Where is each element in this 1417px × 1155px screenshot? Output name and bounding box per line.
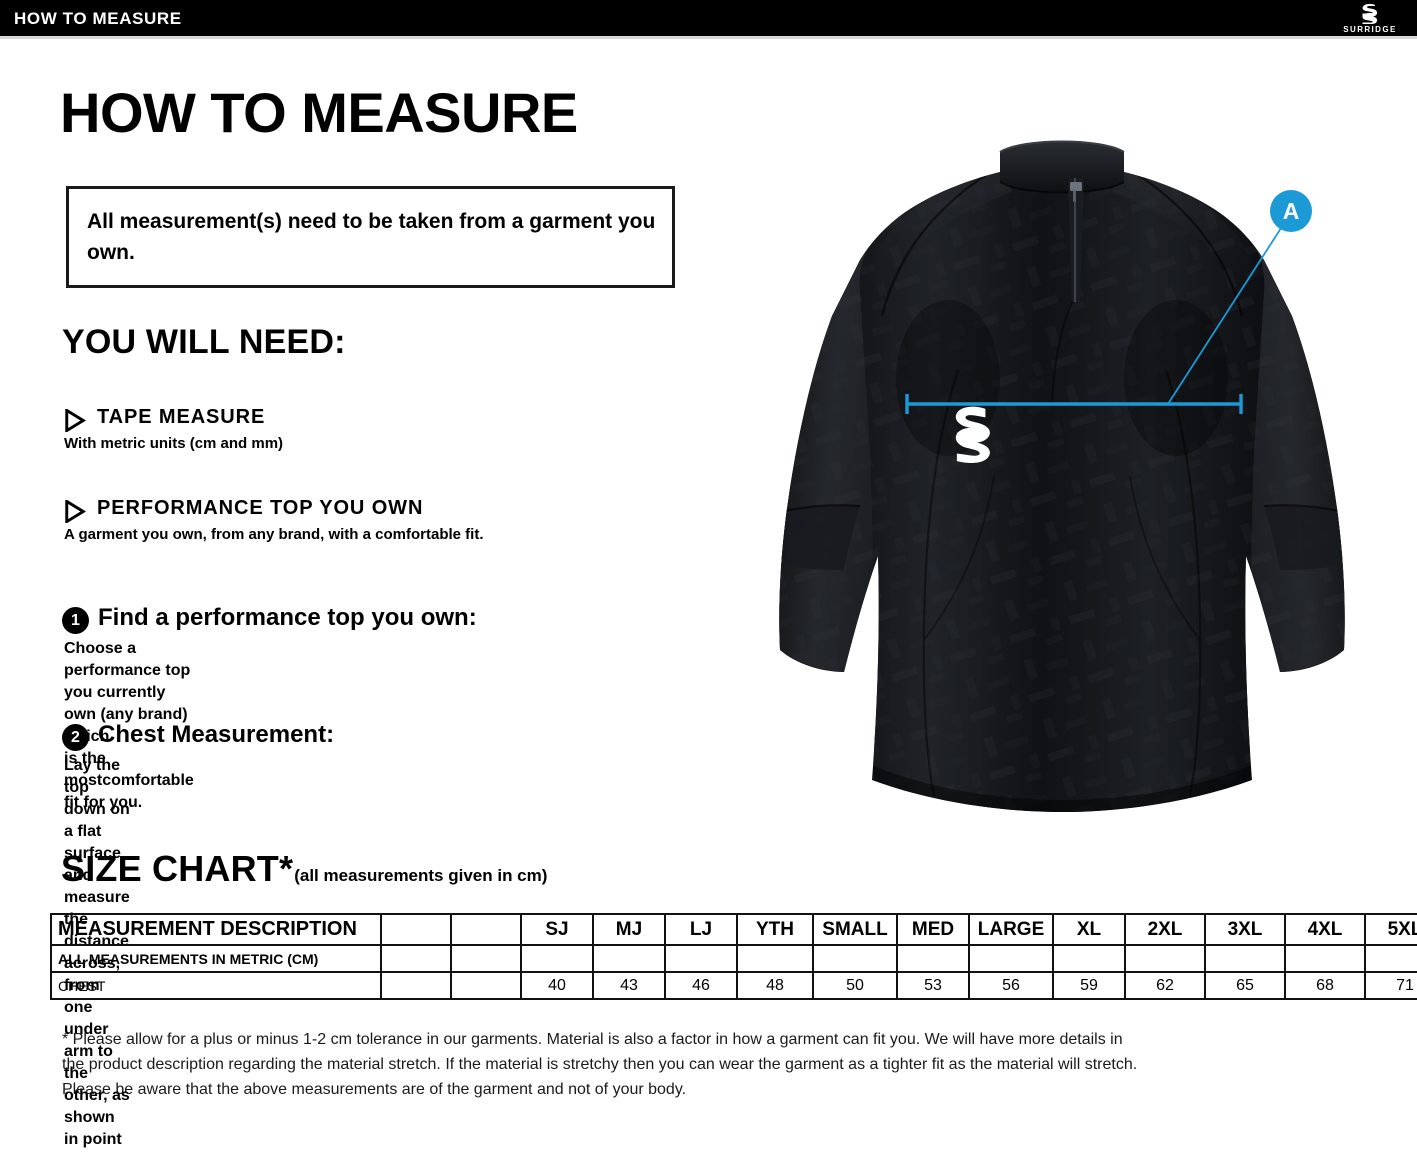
cell: 48 [736, 971, 814, 1000]
tolerance-footnote: * Please allow for a plus or minus 1-2 c… [62, 1031, 1138, 1098]
cell [520, 944, 594, 973]
cell: 43 [592, 971, 666, 1000]
col-header-small: SMALL [812, 913, 898, 946]
cell: 65 [1204, 971, 1286, 1000]
callout-text: All measurement(s) need to be taken from… [87, 210, 656, 264]
col-header-xl: XL [1052, 913, 1126, 946]
cell [592, 944, 666, 973]
measurement-callout-a: A [1270, 190, 1312, 232]
col-header-lj: LJ [664, 913, 738, 946]
surridge-s-logo-icon [1362, 3, 1378, 24]
row-label: CHEST [50, 971, 382, 1000]
table-header-row: MEASUREMENT DESCRIPTION SJ MJ LJ YTH SMA… [50, 913, 1417, 946]
header-underline [0, 36, 1417, 39]
col-header-blank-2 [450, 913, 522, 946]
cell [380, 971, 452, 1000]
page-title: HOW TO MEASURE [60, 81, 578, 144]
step-number-badge: 2 [62, 724, 89, 751]
cell [380, 944, 452, 973]
cell: 71 [1364, 971, 1417, 1000]
performance-top-graphic [779, 140, 1345, 812]
col-header-5xl: 5XL [1364, 913, 1417, 946]
col-header-large: LARGE [968, 913, 1054, 946]
triangle-bullet-icon [65, 409, 86, 432]
garment-illustration [772, 120, 1352, 830]
top-header-title: HOW TO MEASURE [14, 9, 182, 28]
cell [896, 944, 970, 973]
callout-box: All measurement(s) need to be taken from… [66, 186, 675, 288]
row-label: ALL MEASUREMENTS IN METRIC (CM) [50, 944, 382, 973]
step-title: Find a performance top you own: [98, 604, 477, 631]
cell: 68 [1284, 971, 1366, 1000]
col-header-2xl: 2XL [1124, 913, 1206, 946]
step-number-badge: 1 [62, 607, 89, 634]
surridge-logo: SURRIDGE [1339, 1, 1401, 35]
cell [1124, 944, 1206, 973]
cell [1204, 944, 1286, 973]
size-chart-subheading: (all measurements given in cm) [294, 866, 548, 885]
cell: 62 [1124, 971, 1206, 1000]
cell [968, 944, 1054, 973]
table-row: ALL MEASUREMENTS IN METRIC (CM) [50, 944, 1417, 973]
col-header-med: MED [896, 913, 970, 946]
need-subtitle: With metric units (cm and mm) [64, 435, 284, 452]
cell: 50 [812, 971, 898, 1000]
triangle-bullet-icon [65, 500, 86, 523]
cell [812, 944, 898, 973]
cell [1052, 944, 1126, 973]
size-chart-heading: SIZE CHART* [61, 848, 294, 889]
step-title: Chest Measurement: [98, 721, 335, 748]
col-header-yth: YTH [736, 913, 814, 946]
need-title: PERFORMANCE TOP YOU OWN [97, 497, 424, 519]
cell [450, 971, 522, 1000]
chest-surridge-logo [955, 406, 990, 463]
cell: 53 [896, 971, 970, 1000]
cell: 56 [968, 971, 1054, 1000]
size-chart-table: MEASUREMENT DESCRIPTION SJ MJ LJ YTH SMA… [50, 913, 1417, 1000]
cell [736, 944, 814, 973]
col-header-description: MEASUREMENT DESCRIPTION [50, 913, 382, 946]
cell: 46 [664, 971, 738, 1000]
col-header-mj: MJ [592, 913, 666, 946]
col-header-blank-1 [380, 913, 452, 946]
cell: 59 [1052, 971, 1126, 1000]
col-header-4xl: 4XL [1284, 913, 1366, 946]
cell [1364, 944, 1417, 973]
surridge-wordmark: SURRIDGE [1343, 24, 1397, 34]
top-header-bar: HOW TO MEASURE SURRIDGE [0, 0, 1417, 36]
need-subtitle: A garment you own, from any brand, with … [64, 526, 484, 543]
table-row: CHEST 40 43 46 48 50 53 56 59 62 65 68 7… [50, 971, 1417, 1000]
chest-measure-line [905, 210, 1293, 414]
col-header-sj: SJ [520, 913, 594, 946]
cell [1284, 944, 1366, 973]
cell [664, 944, 738, 973]
need-title: TAPE MEASURE [97, 406, 266, 428]
you-will-need-heading: YOU WILL NEED: [62, 323, 346, 361]
cell [450, 944, 522, 973]
col-header-3xl: 3XL [1204, 913, 1286, 946]
size-chart-heading-wrap: SIZE CHART* (all measurements given in c… [61, 848, 547, 890]
cell: 40 [520, 971, 594, 1000]
